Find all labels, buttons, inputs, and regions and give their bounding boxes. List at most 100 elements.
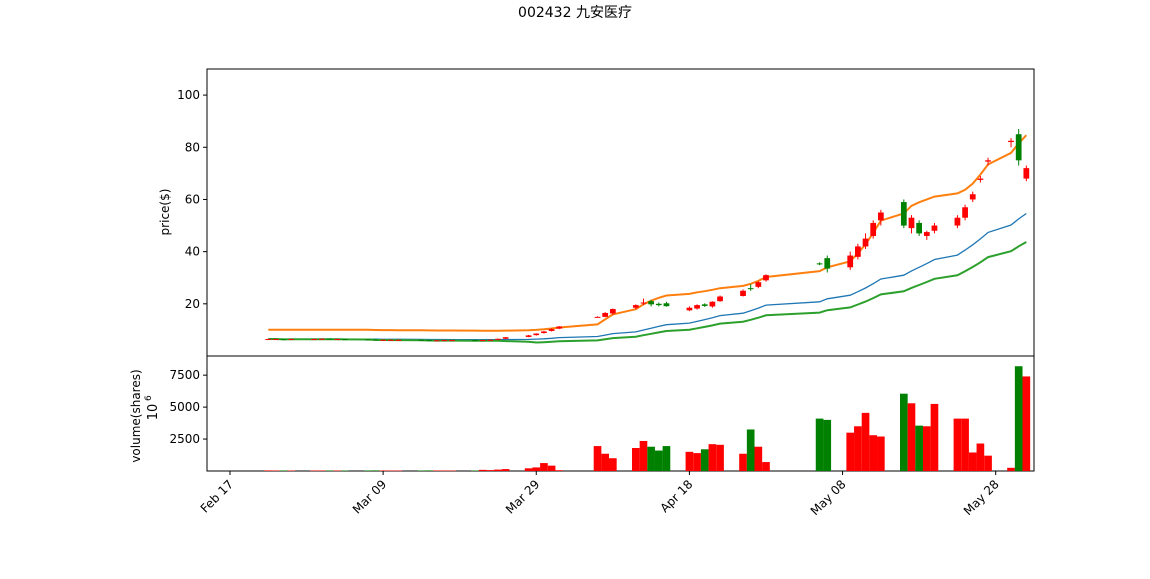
- volume-bar: [639, 440, 648, 471]
- bollinger-bands: [268, 134, 1028, 344]
- candle-body: [763, 275, 769, 281]
- candle-body: [870, 222, 877, 236]
- candle-body: [755, 282, 762, 287]
- volume-bar: [815, 418, 824, 471]
- candle-body: [556, 326, 563, 329]
- candle-body: [977, 178, 984, 180]
- candle-body: [923, 232, 930, 236]
- candle-body: [288, 339, 295, 341]
- candle-body: [816, 263, 823, 265]
- volume-bar: [685, 451, 694, 471]
- candle-body: [541, 331, 547, 334]
- volume-bar: [379, 470, 387, 471]
- candle-body: [962, 207, 968, 218]
- candle-body: [655, 303, 662, 306]
- volume-bar: [899, 393, 908, 471]
- volume-bar: [478, 469, 487, 471]
- candle-body: [855, 246, 861, 257]
- volume-bar: [861, 412, 870, 471]
- candle-body: [479, 340, 486, 342]
- candle-body: [380, 339, 386, 341]
- x-tick-label: May 08: [808, 477, 849, 518]
- candle-body: [709, 301, 716, 307]
- candle-body: [318, 338, 325, 340]
- candle-body: [533, 333, 540, 336]
- candle-body: [900, 202, 907, 226]
- volume-bar: [846, 432, 855, 471]
- volume-bar: [1014, 366, 1023, 471]
- candle-body: [1015, 134, 1022, 161]
- volume-bar: [363, 470, 372, 471]
- candle-body: [694, 305, 700, 309]
- candle-body: [280, 339, 287, 341]
- candle-body: [372, 339, 379, 341]
- candle-body: [824, 258, 831, 269]
- volume-bar: [739, 453, 747, 471]
- volume-y-ticks: 2500 5000 7500: [169, 368, 207, 446]
- volume-bar: [700, 449, 709, 471]
- volume-bar: [854, 426, 862, 471]
- volume-exponent: 10 6: [144, 395, 161, 420]
- volume-bar: [540, 463, 548, 471]
- volume-bar: [754, 446, 763, 471]
- volume-bar: [609, 458, 617, 471]
- volume-bar: [654, 450, 663, 471]
- candle-body: [433, 340, 440, 342]
- volume-bar: [325, 470, 334, 472]
- candle-body: [594, 316, 601, 318]
- volume-bar: [631, 448, 640, 471]
- candle-body: [1023, 168, 1030, 179]
- volume-bar: [869, 435, 878, 471]
- volume-y-tick-label: 2500: [169, 432, 200, 446]
- candle-body: [334, 339, 341, 341]
- volume-bar: [547, 465, 556, 471]
- volume-bar: [486, 470, 495, 471]
- candles: [265, 129, 1030, 342]
- volume-bar: [425, 470, 433, 471]
- volume-bar: [922, 426, 931, 471]
- candle-body: [847, 255, 854, 268]
- chart-title: 002432 九安医疗: [518, 5, 632, 21]
- price-y-tick-label: 60: [185, 192, 200, 206]
- candle-body: [877, 212, 884, 221]
- volume-exponent-base: 10: [146, 404, 161, 421]
- candle-body: [395, 339, 402, 341]
- price-y-axis-label: price($): [158, 189, 172, 236]
- candle-body: [341, 339, 348, 341]
- volume-panel-frame: [206, 355, 1035, 472]
- volume-y-tick-label: 7500: [169, 368, 200, 382]
- candle-body: [663, 303, 670, 307]
- volume-bar: [386, 470, 395, 472]
- price-y-tick-label: 20: [185, 297, 200, 311]
- candle-body: [740, 290, 746, 296]
- volume-bar: [693, 453, 701, 471]
- candle-body: [640, 302, 647, 304]
- volume-y-axis-label: volume(shares): [129, 369, 143, 462]
- candle-body: [387, 339, 394, 341]
- candle-body: [449, 340, 455, 342]
- candle-body: [609, 309, 616, 314]
- volume-bar: [341, 470, 349, 472]
- volume-bar: [1007, 467, 1015, 471]
- volume-bar: [968, 452, 977, 471]
- volume-bar: [647, 446, 655, 471]
- volume-y-tick-label: 5000: [169, 400, 200, 414]
- volume-bar: [823, 419, 832, 471]
- candle-body: [326, 338, 333, 340]
- candle-body: [717, 296, 723, 302]
- candle-body: [602, 312, 609, 317]
- volume-bar: [287, 470, 296, 472]
- volume-bar: [907, 403, 916, 471]
- volume-bar: [976, 443, 985, 471]
- price-y-tick-label: 100: [177, 88, 200, 102]
- candle-body: [747, 288, 754, 290]
- candle-body: [364, 339, 371, 341]
- volume-bar: [953, 418, 962, 471]
- volume-bar: [333, 470, 342, 472]
- candle-body: [862, 238, 869, 247]
- volume-bar: [272, 470, 280, 471]
- x-tick-label: Apr 18: [657, 477, 695, 515]
- volume-bar: [471, 470, 479, 472]
